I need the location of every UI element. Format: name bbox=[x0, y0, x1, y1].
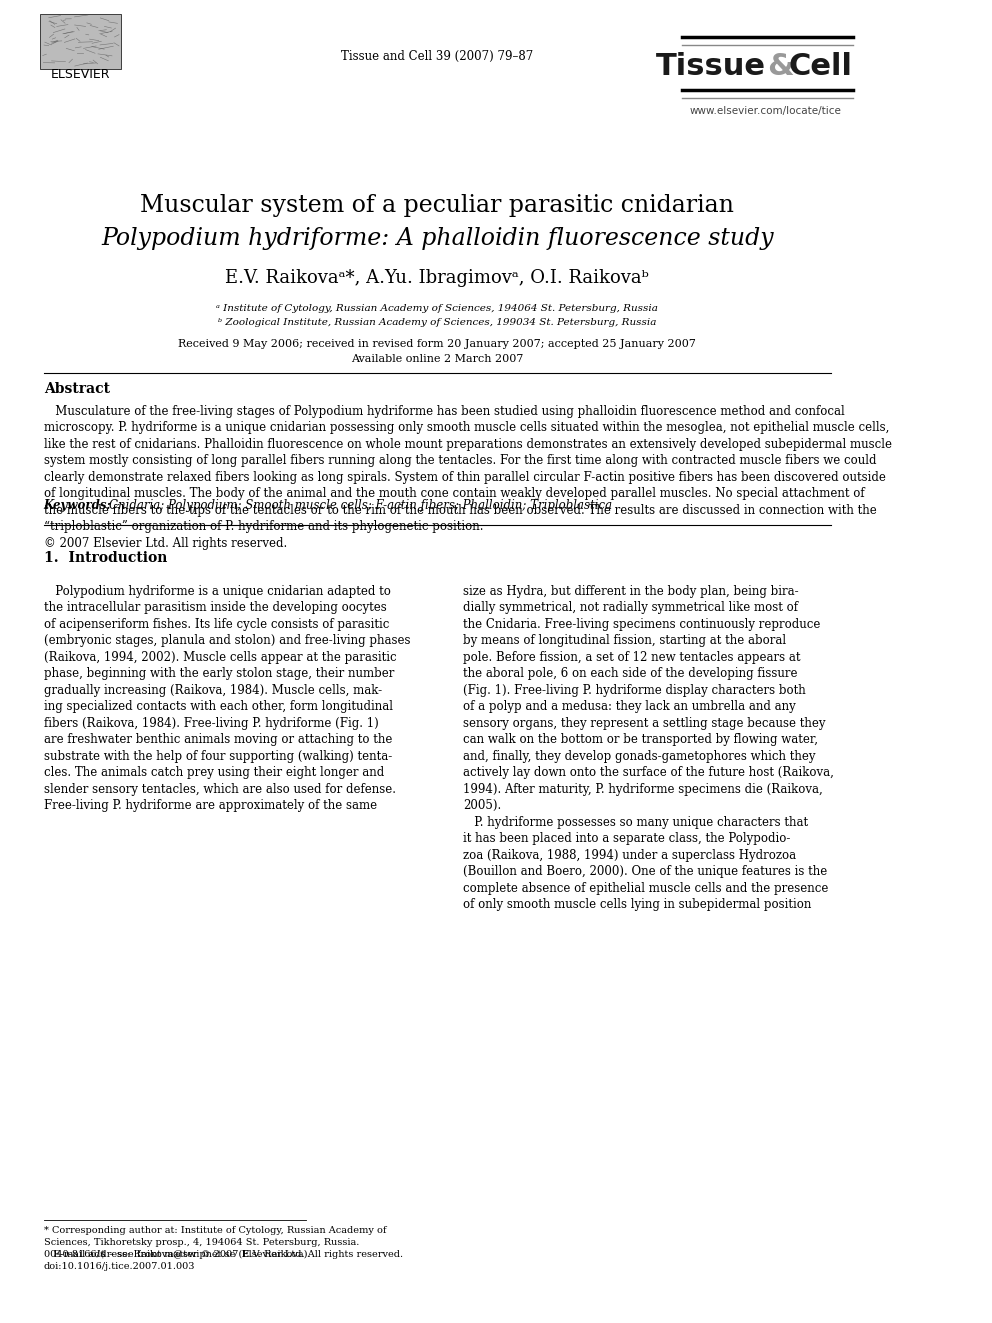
Text: 1.  Introduction: 1. Introduction bbox=[44, 552, 167, 565]
Text: &: & bbox=[768, 52, 795, 81]
Text: www.elsevier.com/locate/tice: www.elsevier.com/locate/tice bbox=[690, 106, 842, 116]
Text: ᵇ Zoological Institute, Russian Academy of Sciences, 199034 St. Petersburg, Russ: ᵇ Zoological Institute, Russian Academy … bbox=[218, 319, 657, 327]
Text: 0040-8166/$ – see front matter © 2007 Elsevier Ltd. All rights reserved.
doi:10.: 0040-8166/$ – see front matter © 2007 El… bbox=[44, 1250, 403, 1271]
Text: ᵃ Institute of Cytology, Russian Academy of Sciences, 194064 St. Petersburg, Rus: ᵃ Institute of Cytology, Russian Academy… bbox=[216, 304, 658, 312]
Text: Tissue and Cell 39 (2007) 79–87: Tissue and Cell 39 (2007) 79–87 bbox=[341, 50, 534, 64]
FancyBboxPatch shape bbox=[40, 15, 121, 69]
Text: Cnidaria; Polypodium; Smooth muscle cells; F-actin fibers; Phalloidin; Triplobla: Cnidaria; Polypodium; Smooth muscle cell… bbox=[109, 499, 612, 512]
Text: Available online 2 March 2007: Available online 2 March 2007 bbox=[351, 353, 524, 364]
Text: Muscular system of a peculiar parasitic cnidarian: Muscular system of a peculiar parasitic … bbox=[140, 193, 734, 217]
Text: Keywords:: Keywords: bbox=[44, 499, 111, 512]
Text: Polypodium hydriforme is a unique cnidarian adapted to
the intracellular parasit: Polypodium hydriforme is a unique cnidar… bbox=[44, 585, 411, 812]
Text: Polypodium hydriforme: A phalloidin fluorescence study: Polypodium hydriforme: A phalloidin fluo… bbox=[101, 226, 774, 250]
Text: E.V. Raikovaᵃ*, A.Yu. Ibragimovᵃ, O.I. Raikovaᵇ: E.V. Raikovaᵃ*, A.Yu. Ibragimovᵃ, O.I. R… bbox=[225, 269, 649, 287]
Text: Cell: Cell bbox=[789, 52, 852, 81]
Text: Received 9 May 2006; received in revised form 20 January 2007; accepted 25 Janua: Received 9 May 2006; received in revised… bbox=[179, 339, 696, 349]
Text: Musculature of the free-living stages of Polypodium hydriforme has been studied : Musculature of the free-living stages of… bbox=[44, 405, 892, 550]
Text: Abstract: Abstract bbox=[44, 382, 110, 396]
Text: size as Hydra, but different in the body plan, being bira-
dially symmetrical, n: size as Hydra, but different in the body… bbox=[463, 585, 834, 912]
Text: Tissue: Tissue bbox=[656, 52, 766, 81]
Text: ELSEVIER: ELSEVIER bbox=[51, 67, 110, 81]
Text: * Corresponding author at: Institute of Cytology, Russian Academy of
Sciences, T: * Corresponding author at: Institute of … bbox=[44, 1226, 386, 1259]
